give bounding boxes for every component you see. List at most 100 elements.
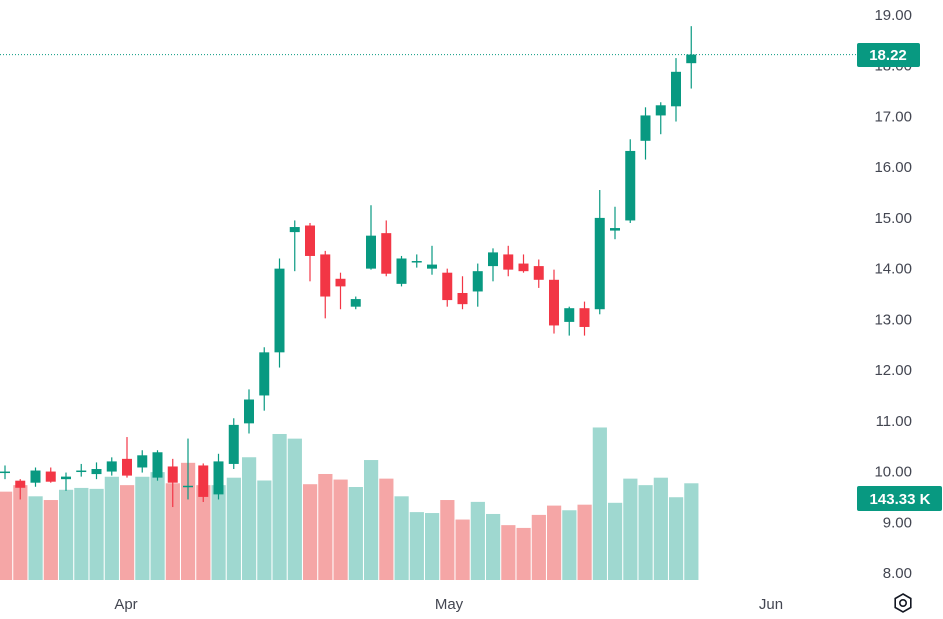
volume-bar — [303, 484, 318, 580]
candle — [427, 245, 437, 275]
candle-body — [244, 399, 254, 424]
volume-bar — [318, 473, 333, 580]
volume-bar — [409, 512, 424, 580]
candle — [671, 58, 681, 122]
volume-bar — [272, 433, 287, 580]
volume-bar — [0, 491, 13, 580]
candle-body — [91, 469, 102, 475]
candle — [625, 139, 636, 223]
candle — [320, 250, 331, 319]
price-tick-label: 11.00 — [876, 413, 912, 430]
volume-bar — [74, 487, 89, 580]
candle — [45, 467, 56, 483]
candle-body — [671, 71, 681, 107]
volume-bar — [577, 504, 592, 580]
volume-bars — [0, 427, 699, 580]
price-tick-label: 10.00 — [874, 464, 912, 481]
candle — [335, 272, 346, 310]
candle — [442, 268, 453, 307]
candle-body — [259, 352, 270, 396]
volume-bar — [623, 478, 638, 580]
candle — [244, 389, 254, 434]
candle — [91, 462, 102, 480]
volume-bar — [135, 476, 150, 580]
candle — [381, 220, 392, 277]
candle-body — [106, 461, 117, 472]
candle-body — [198, 465, 209, 497]
candle-body — [411, 261, 422, 263]
volume-bar — [120, 485, 135, 580]
price-axis[interactable]: 19.0018.0017.0016.0015.0014.0013.0012.00… — [874, 7, 912, 582]
price-tick-label: 9.00 — [883, 514, 912, 531]
volume-bar — [608, 502, 623, 580]
candle — [350, 296, 361, 310]
candle-body — [213, 461, 224, 495]
candle-body — [533, 266, 544, 280]
candle — [472, 263, 483, 307]
candle-body — [686, 54, 697, 64]
candle-body — [427, 264, 437, 269]
volume-bar — [531, 514, 546, 580]
volume-bar — [379, 478, 394, 580]
candle — [533, 259, 544, 288]
settings-button[interactable] — [894, 593, 912, 613]
volume-bar — [333, 479, 348, 580]
time-tick-label: May — [435, 596, 464, 613]
price-tick-label: 19.00 — [874, 7, 912, 24]
volume-bar — [150, 472, 165, 580]
candle — [610, 206, 620, 240]
volume-bar — [364, 460, 379, 580]
candle-body — [335, 278, 346, 287]
volume-bar — [43, 500, 58, 580]
candle — [106, 457, 117, 476]
volume-bar — [486, 513, 501, 580]
time-tick-label: Apr — [114, 596, 137, 613]
candle — [366, 205, 376, 270]
candle — [167, 458, 178, 508]
candle-body — [472, 271, 483, 292]
candle-body — [167, 466, 178, 483]
time-axis[interactable]: Apr May Jun — [114, 596, 783, 613]
volume-bar — [242, 457, 257, 580]
volume-bar — [257, 480, 272, 580]
candle — [61, 472, 71, 491]
candle-body — [320, 254, 331, 297]
price-tick-label: 14.00 — [874, 261, 912, 278]
candle — [122, 437, 132, 478]
candle — [503, 245, 514, 277]
last-volume-tag: 143.33 K — [857, 486, 942, 511]
volume-bar — [425, 513, 440, 580]
candle — [655, 102, 666, 135]
price-tick-label: 15.00 — [874, 210, 912, 227]
candle-body — [76, 470, 87, 473]
candlesticks — [0, 26, 697, 508]
price-tick-label: 12.00 — [874, 362, 912, 379]
candle-body — [366, 235, 376, 269]
candle — [76, 463, 87, 477]
candle-body — [152, 452, 163, 478]
candle — [15, 479, 26, 500]
candle — [198, 463, 209, 502]
candle — [305, 222, 315, 282]
candle-body — [137, 455, 148, 468]
candle-body — [61, 476, 71, 480]
candle-body — [518, 263, 529, 272]
candle-body — [122, 458, 132, 476]
candle-body — [503, 254, 514, 270]
price-tick-label: 13.00 — [874, 311, 912, 328]
candle-body — [549, 279, 559, 326]
candle — [564, 306, 575, 336]
candle — [396, 255, 407, 287]
candle — [274, 258, 285, 368]
candle — [183, 438, 193, 500]
volume-bar — [89, 488, 104, 580]
volume-bar — [440, 500, 455, 580]
candle-body — [594, 217, 605, 310]
candle — [0, 465, 10, 480]
price-tick-label: 8.00 — [883, 565, 912, 582]
candle — [228, 418, 239, 470]
last-volume-label: 143.33 K — [870, 491, 931, 508]
volume-bar — [28, 496, 43, 580]
candle — [549, 269, 559, 334]
